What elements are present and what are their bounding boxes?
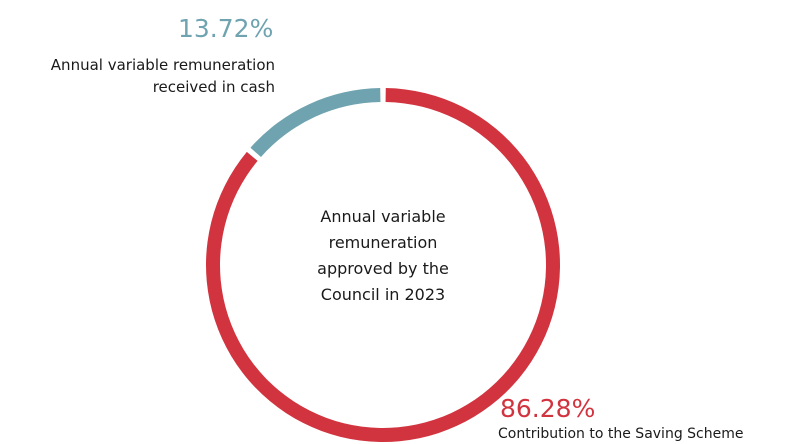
category-label: Contribution to the Saving Scheme bbox=[498, 426, 744, 442]
category-label: Annual variable remuneration received in… bbox=[50, 56, 275, 96]
value-label: 86.28% bbox=[500, 394, 596, 423]
center-text: Annual variable remuneration approved by… bbox=[317, 207, 449, 304]
donut-segment bbox=[250, 88, 381, 157]
value-label: 13.72% bbox=[178, 14, 274, 43]
